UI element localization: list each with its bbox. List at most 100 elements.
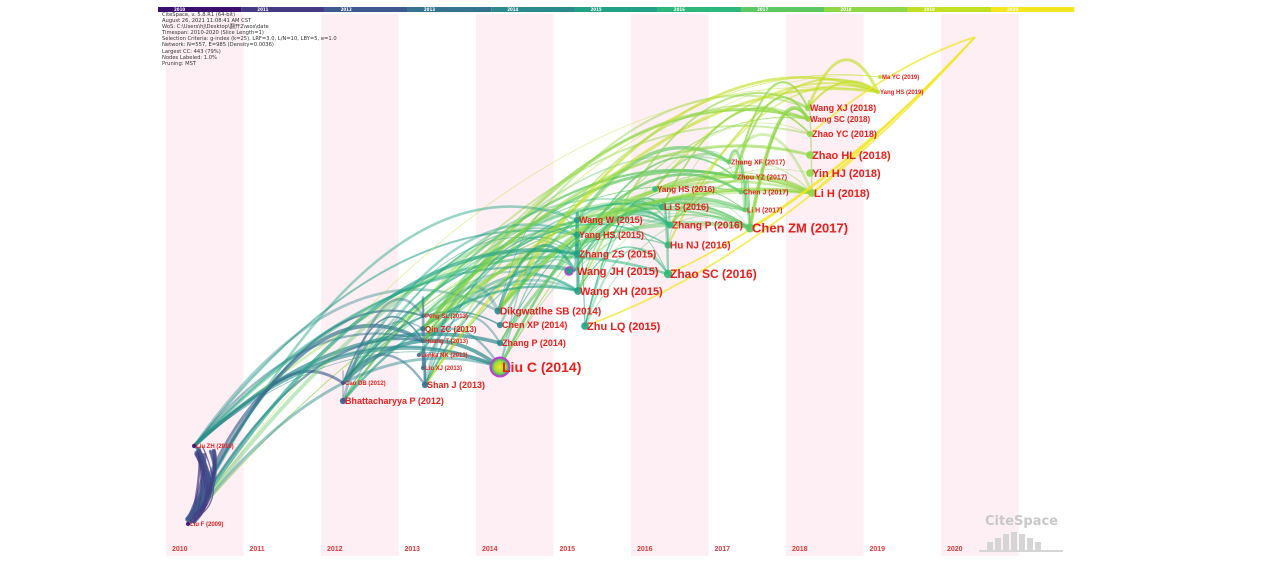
timeline-color-bar: 2010 2011 2012 2013 2014 2015 2016 2017 2018 2019… <box>158 7 1075 12</box>
citation-node <box>732 174 738 180</box>
citation-link <box>421 144 811 331</box>
node-label: Wang JH (2015) <box>577 266 659 278</box>
node-label: Zhang ZS (2015) <box>579 250 656 261</box>
year-axis-label: 2014 <box>482 546 498 553</box>
node-label: Yang HS (2016) <box>657 185 715 194</box>
timeline-bar-segment <box>657 7 742 12</box>
node-label: Wang XH (2015) <box>580 286 663 298</box>
node-label: Chen XP (2014) <box>502 320 567 330</box>
node-label: Qin ZC (2013) <box>425 325 477 334</box>
node-label: Chen J (2017) <box>743 189 789 196</box>
year-bands <box>166 14 1019 556</box>
year-axis-label: 2013 <box>405 546 421 553</box>
citation-node <box>496 321 504 329</box>
timeline-bar-year: 2012 <box>341 7 352 12</box>
citation-link <box>734 96 809 178</box>
citation-link <box>186 309 424 525</box>
citation-link <box>423 87 879 386</box>
citation-link <box>193 332 424 447</box>
year-band <box>631 14 709 556</box>
citation-link <box>342 168 736 402</box>
year-axis-label: 2018 <box>792 546 808 553</box>
citation-link <box>499 259 576 368</box>
citation-link <box>342 285 579 402</box>
node-label: Wang W (2015) <box>579 215 643 225</box>
timeline-bar-year: 2020 <box>1007 7 1018 12</box>
info-line: WoS: C:\Users\hj\Desktop\翻开2\wos\date <box>162 24 269 31</box>
citation-node <box>574 287 582 295</box>
timeline-bar-year: 2010 <box>174 7 185 12</box>
citation-link <box>342 315 424 384</box>
year-axis-label: 2010 <box>172 546 188 553</box>
node-label: Zhao HL (2018) <box>812 150 891 162</box>
node-label: Li H (2018) <box>814 188 870 200</box>
node-label: Zhao YC (2018) <box>812 129 877 139</box>
citation-link <box>498 202 671 326</box>
citation-node <box>658 203 666 211</box>
citation-node <box>804 104 812 112</box>
node-label: Peng SL (2013) <box>425 314 468 320</box>
citation-node <box>191 443 197 449</box>
citation-node <box>416 352 422 358</box>
year-axis-label: 2019 <box>870 546 886 553</box>
citation-node-highlight <box>564 266 574 276</box>
citation-link <box>809 36 976 135</box>
citation-node <box>339 397 347 405</box>
year-axis-label: 2020 <box>947 546 963 553</box>
citation-node <box>340 380 346 386</box>
citation-node <box>496 339 504 347</box>
citation-link <box>342 353 426 386</box>
year-axis-label: 2015 <box>560 546 576 553</box>
citation-node <box>494 307 502 315</box>
node-label: Cao DB (2012) <box>345 381 386 387</box>
citation-node <box>573 231 581 239</box>
timeline-bar-year: 2015 <box>591 7 602 12</box>
info-line: Selection Criteria: g-index (k=25), LRF=… <box>162 36 337 43</box>
citation-link <box>341 223 578 384</box>
citation-node <box>573 250 581 258</box>
node-label: Zhu LQ (2015) <box>587 321 661 333</box>
citation-link <box>424 264 576 386</box>
node-label: Yang HS (2019) <box>880 90 923 96</box>
network-info-panel: CiteSpace, v. 5.8.R1 (64-bit) August 26, … <box>162 12 402 67</box>
citation-link <box>584 36 976 327</box>
timeline-bar-segment <box>324 7 408 12</box>
node-label: Li S (2016) <box>664 202 709 212</box>
node-label: Dikgwatlhe SB (2014) <box>500 307 601 318</box>
citation-link <box>577 92 809 292</box>
node-label: Zhang P (2014) <box>502 338 566 348</box>
citation-node <box>421 381 429 389</box>
year-axis-label: 2012 <box>327 546 343 553</box>
info-line: Nodes Labeled: 1.0% <box>162 54 217 61</box>
citation-node <box>663 269 673 279</box>
node-label: Zhang P (2016) <box>672 221 743 232</box>
citation-node <box>808 189 816 197</box>
citespace-logo: CiteSpace <box>979 514 1063 552</box>
citation-link <box>187 451 207 523</box>
citation-node <box>420 326 426 332</box>
info-line: CiteSpace, v. 5.8.R1 (64-bit) <box>162 12 236 18</box>
citation-link <box>577 168 811 292</box>
citation-node <box>652 186 658 192</box>
citation-node <box>420 365 426 371</box>
info-line: Timespan: 2010-2020 (Slice Length=1) <box>162 30 264 37</box>
citation-link <box>727 133 814 194</box>
node-label: Liu XJ (2013) <box>425 366 462 372</box>
timeline-bar-segment <box>491 7 575 12</box>
timeline-bar-segment <box>574 7 658 12</box>
citation-link <box>186 248 578 525</box>
node-label: Zhang XF (2017) <box>731 159 785 166</box>
citation-link <box>499 208 751 368</box>
node-label: Zhou YZ (2017) <box>737 174 787 181</box>
citation-link <box>496 200 751 312</box>
citation-node <box>806 151 814 159</box>
citation-link <box>422 180 813 342</box>
node-labels: Liu F (2009) Liu ZH (2010) Bhattacharyya P… <box>190 75 923 528</box>
citation-link <box>422 109 809 330</box>
timeline-bar-year: 2018 <box>840 7 851 12</box>
citation-link <box>575 146 730 222</box>
citation-link <box>577 246 669 292</box>
year-axis: 2010 2011 2012 2013 2014 2015 2016 2017 2018 2019… <box>172 546 963 553</box>
citation-link <box>749 107 809 229</box>
node-label: Liu F (2009) <box>190 522 223 528</box>
